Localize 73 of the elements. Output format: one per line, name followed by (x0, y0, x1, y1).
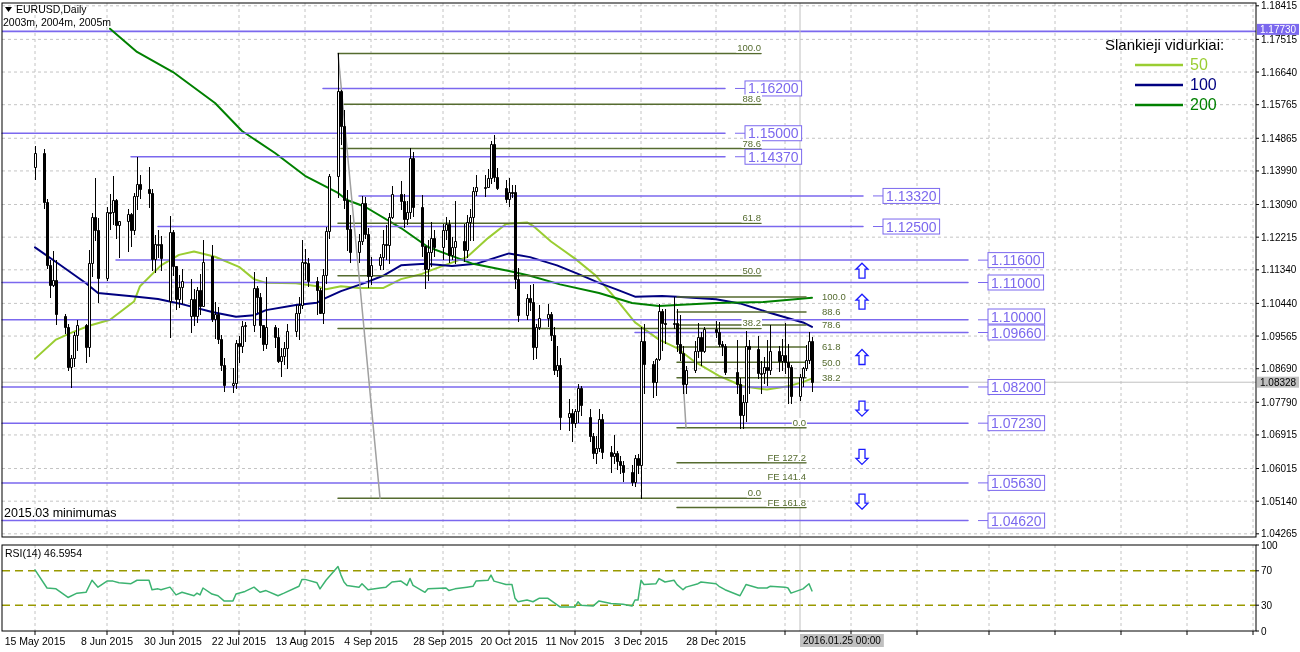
annotation: 78.6 (822, 319, 841, 331)
y-tick-label: 1.11340 (1261, 264, 1297, 276)
y-tick-label: 1.16640 (1261, 66, 1298, 78)
y-tick-label: 1.04265 (1261, 528, 1298, 540)
y-tick-label: 1.13990 (1261, 165, 1298, 177)
annotation: 88.6 (822, 306, 841, 318)
x-tick-label: 30 Jun 2015 (144, 635, 203, 647)
annotation: 2015.03 minimumas (4, 505, 117, 520)
annotation: 100.0 (822, 291, 846, 303)
y-tick-label: 70 (1261, 565, 1273, 577)
y-tick-label: 1.09565 (1261, 330, 1298, 342)
annotation: 1.09660 (991, 324, 1042, 341)
x-tick-label: 3 Dec 2015 (614, 635, 669, 647)
y-tick-label: 100 (1261, 539, 1279, 551)
annotation: 1.14370 (748, 148, 799, 165)
chart-title: RSI(14) 46.5954 (5, 547, 83, 559)
annotation: 1.12500 (886, 218, 937, 235)
annotation: FE 161.8 (767, 496, 807, 508)
ref-line-label: 1.08328 (1260, 376, 1297, 388)
annotation: FE 141.4 (767, 471, 807, 483)
chart-title: EURUSD,Daily (16, 3, 88, 15)
x-tick-label: 28 Dec 2015 (686, 635, 746, 647)
annotation: 1.08200 (991, 378, 1042, 395)
annotation: 1.15000 (748, 125, 799, 142)
annotation: 88.6 (742, 93, 762, 105)
annotation: 1.13320 (886, 187, 937, 204)
y-tick-label: 1.07790 (1261, 396, 1298, 408)
y-tick-label: 0 (1261, 625, 1267, 637)
annotation: 38.2 (742, 317, 762, 329)
x-tick-label: 4 Sep 2015 (344, 635, 399, 647)
annotation: 100.0 (737, 42, 762, 54)
y-tick-label: 1.05140 (1261, 495, 1298, 507)
y-tick-label: 1.18415 (1261, 0, 1298, 12)
y-tick-label: 1.06915 (1261, 429, 1298, 441)
legend-label: 50 (1190, 56, 1208, 73)
y-tick-label: 1.15765 (1261, 99, 1298, 111)
x-tick-label: 22 Jul 2015 (211, 635, 267, 647)
annotation: 61.8 (822, 341, 841, 353)
y-tick-label: 1.12215 (1261, 231, 1298, 243)
x-tick-label: 15 May 2015 (4, 635, 66, 647)
legend-label: 100 (1190, 76, 1217, 93)
y-tick-label: 1.10440 (1261, 297, 1298, 309)
annotation: 0.0 (792, 416, 807, 428)
y-tick-label: 1.08690 (1261, 363, 1298, 375)
annotation: 1.05630 (991, 474, 1042, 491)
annotation: 1.07230 (991, 415, 1042, 432)
annotation: 1.10000 (991, 308, 1042, 325)
y-tick-label: 1.17515 (1261, 33, 1298, 45)
annotation: 38.2 (822, 372, 841, 384)
text: 2003m, 2004m, 2005m (3, 16, 112, 28)
x-tick-label: 11 Nov 2015 (545, 635, 605, 647)
x-tick-label: 20 Oct 2015 (480, 635, 538, 647)
annotation: 1.11000 (991, 274, 1041, 291)
annotation: 61.8 (742, 212, 762, 224)
ref-line-label: 1.17730 (1260, 23, 1297, 35)
x-tick-label: 28 Sep 2015 (413, 635, 473, 647)
ref-line-label: 2016.01.25 00:00 (803, 635, 882, 646)
annotation: 1.11600 (991, 252, 1041, 269)
x-tick-label: 13 Aug 2015 (275, 635, 335, 647)
y-tick-label: 30 (1261, 599, 1273, 611)
annotation: FE 127.2 (767, 451, 807, 463)
annotation: 78.6 (742, 137, 762, 149)
annotation: 50.0 (822, 356, 841, 368)
y-tick-label: 1.06015 (1261, 463, 1298, 475)
y-tick-label: 1.13090 (1261, 199, 1298, 211)
annotation: 1.16200 (748, 80, 799, 97)
annotation: 0.0 (747, 487, 762, 499)
legend-label: 200 (1190, 96, 1217, 113)
legend-title: Slankieji vidurkiai: (1105, 36, 1225, 53)
annotation: 1.04620 (991, 512, 1042, 529)
x-tick-label: 8 Jun 2015 (81, 635, 134, 647)
annotation: 50.0 (742, 264, 762, 276)
y-tick-label: 1.14865 (1261, 132, 1298, 144)
